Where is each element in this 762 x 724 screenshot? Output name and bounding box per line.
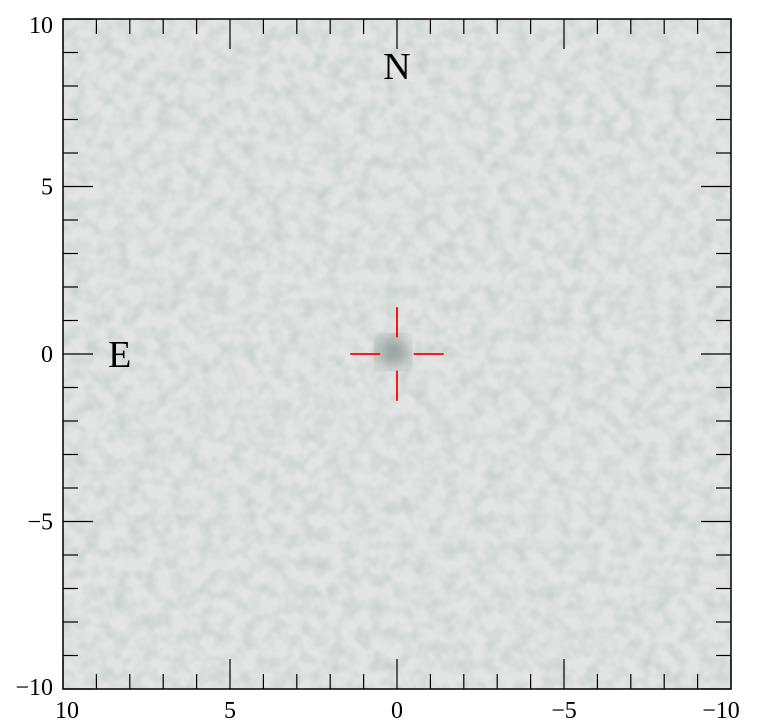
y-tick-label: 10 [29,13,53,39]
tick-marks [62,18,732,690]
y-tick-label: −5 [27,510,53,536]
east-label: E [108,334,131,376]
north-label: N [383,46,410,88]
x-tick-label: 0 [391,698,403,724]
x-tick-label: 10 [55,698,79,724]
source-blob [377,336,409,368]
x-tick-label: −5 [551,698,577,724]
x-tick-label: −10 [702,698,740,724]
crosshair [350,307,444,401]
y-axis-labels: 10 5 0 −5 −10 [15,13,53,701]
y-tick-label: −10 [15,675,53,701]
x-tick-label: 5 [224,698,236,724]
plot-area [63,19,731,689]
y-tick-label: 0 [41,342,53,368]
x-axis-labels: 10 5 0 −5 −10 [55,698,740,724]
y-tick-label: 5 [41,175,53,201]
